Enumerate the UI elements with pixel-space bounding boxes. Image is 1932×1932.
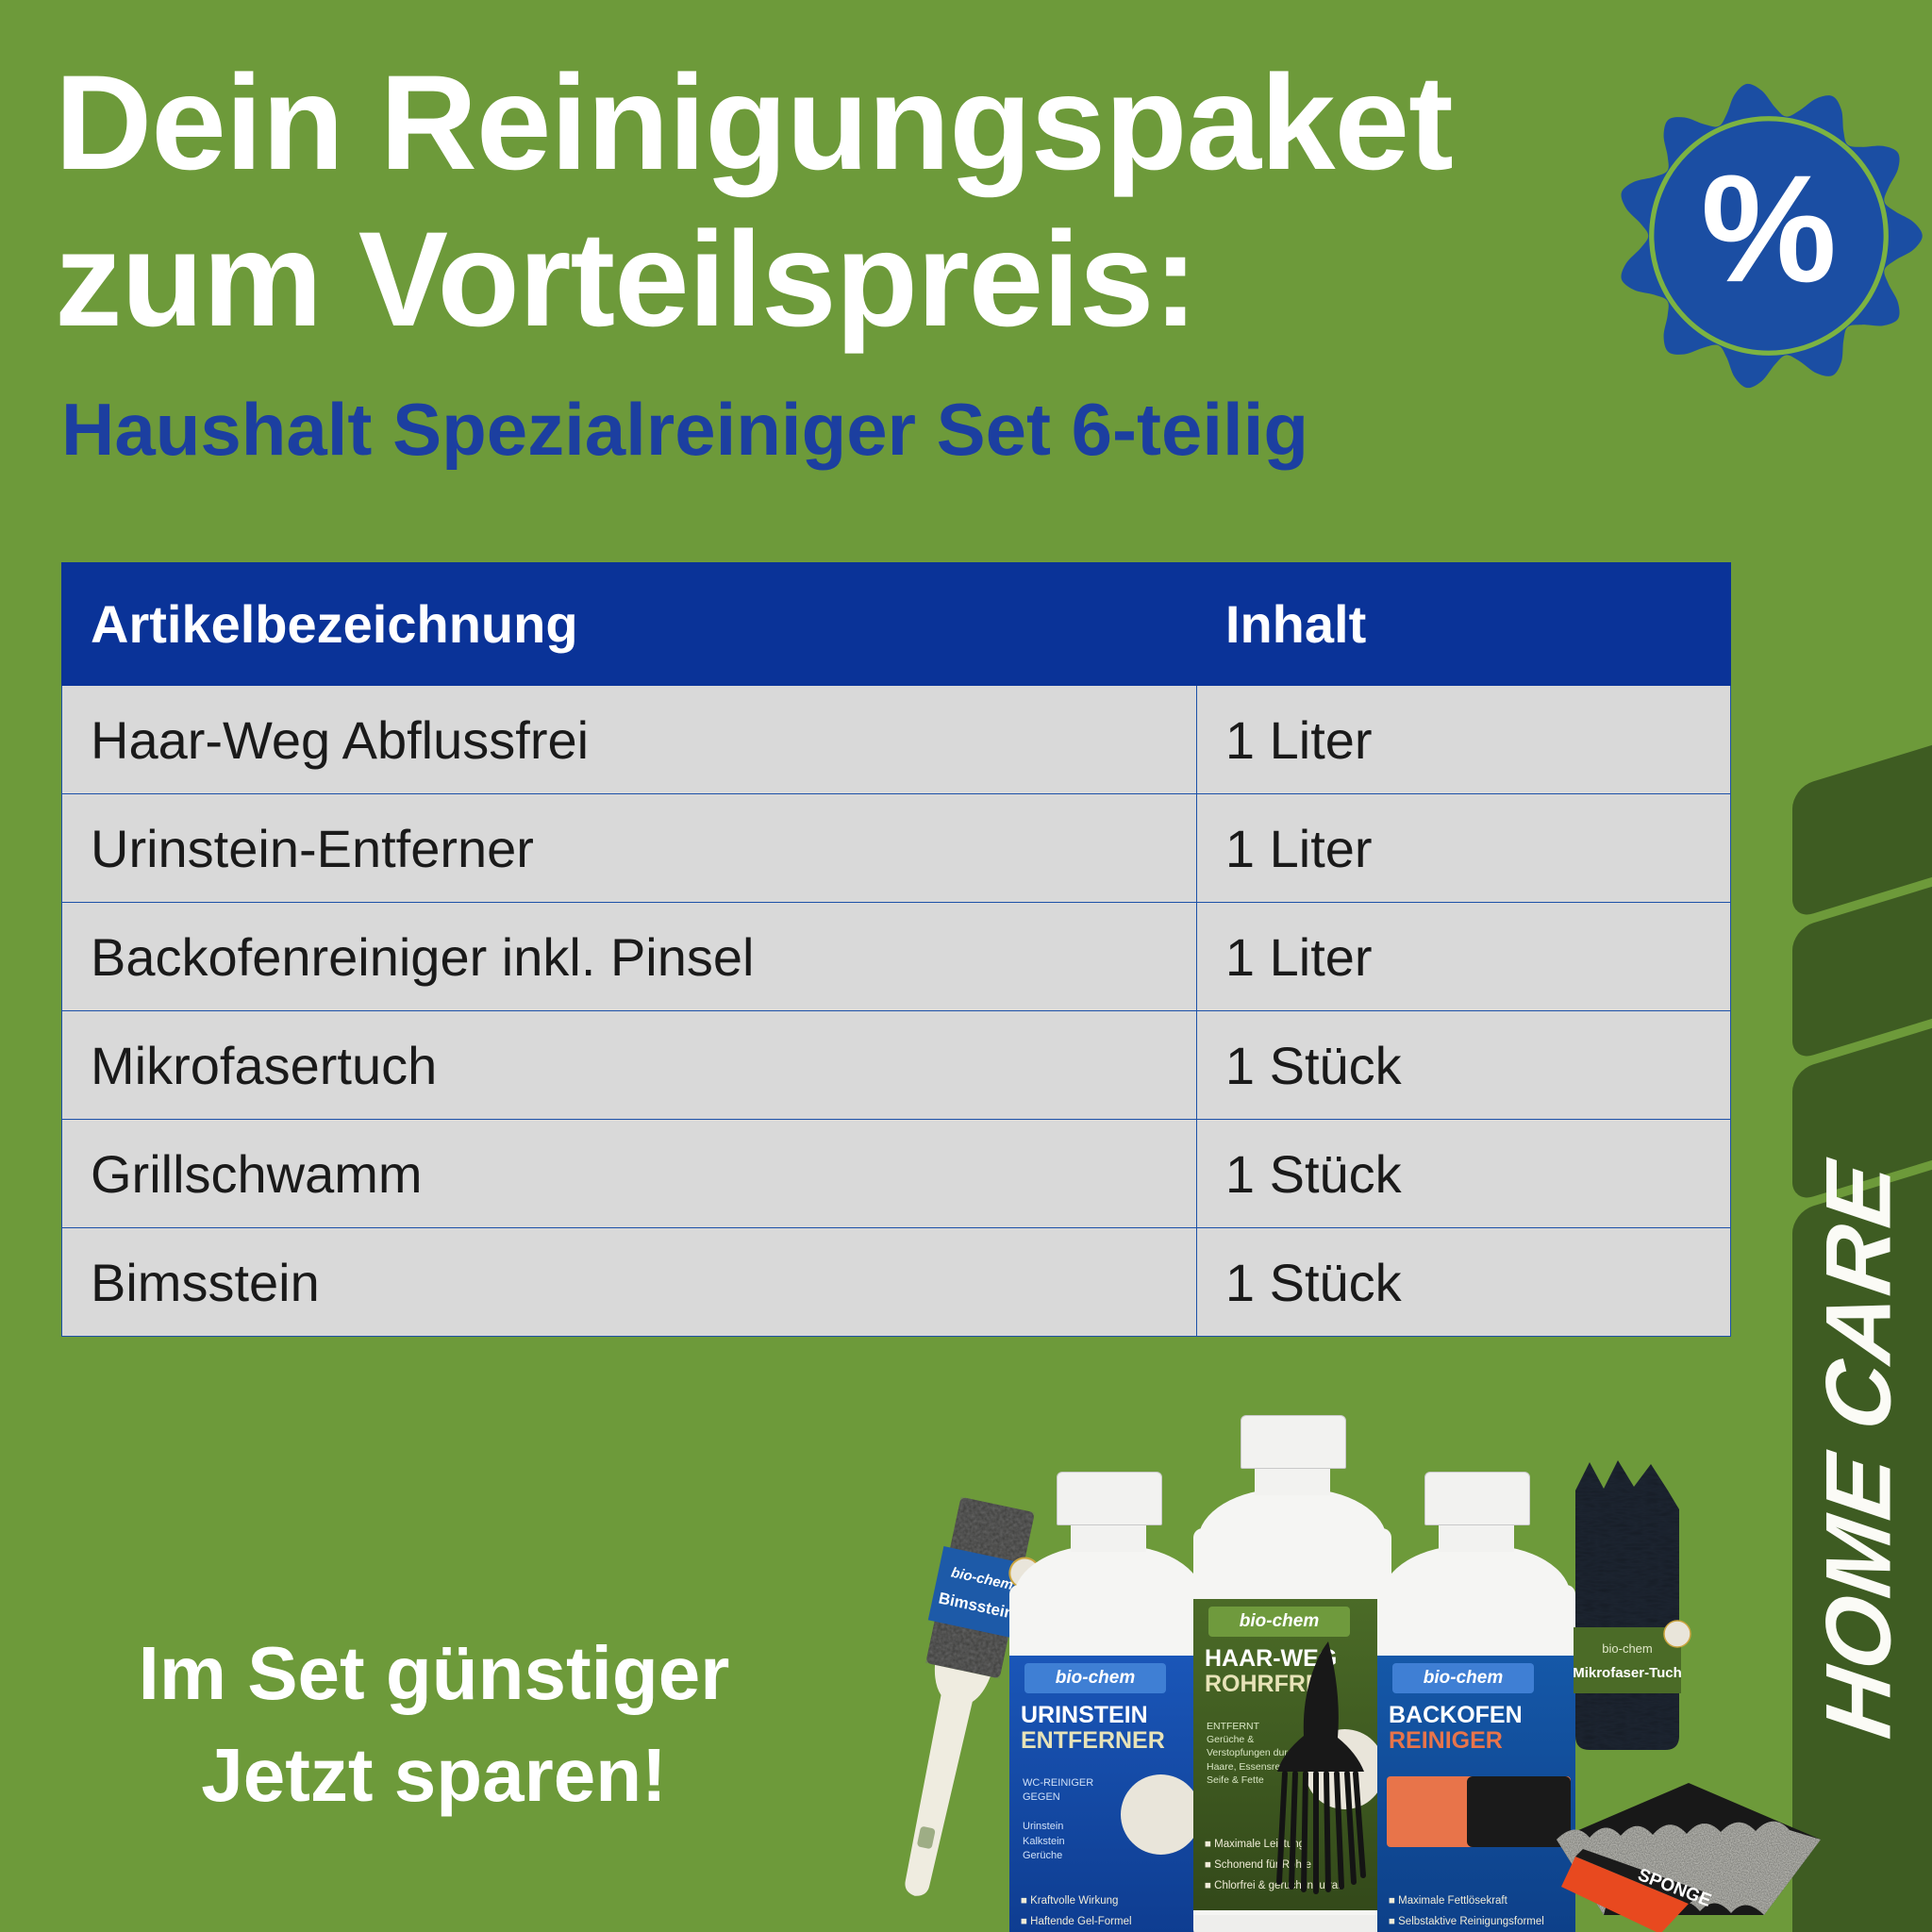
svg-text:Mikrofaser-Tuch: Mikrofaser-Tuch bbox=[1573, 1665, 1682, 1681]
svg-text:%: % bbox=[1701, 143, 1837, 314]
svg-text:bio-chem: bio-chem bbox=[1602, 1641, 1652, 1656]
